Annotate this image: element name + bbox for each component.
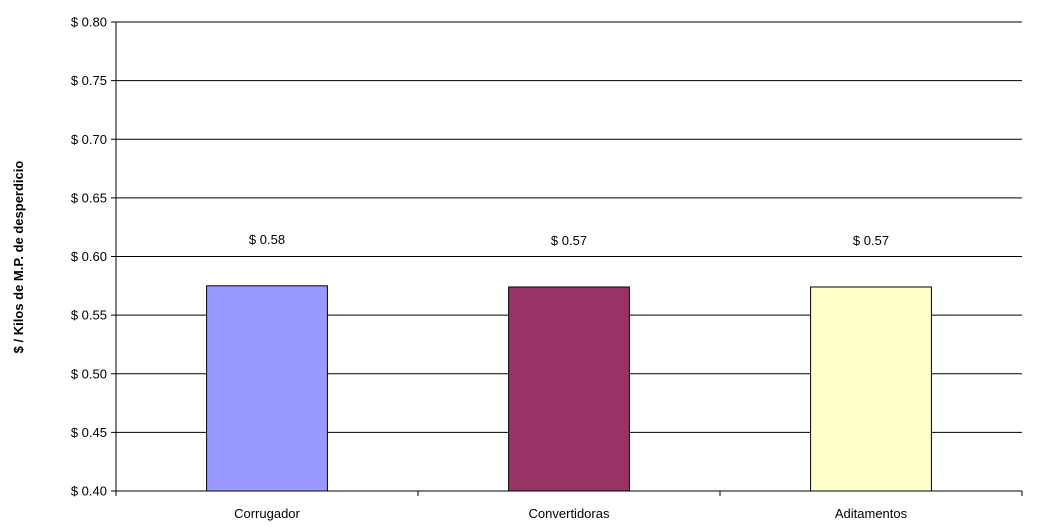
x-category-label: Corrugador: [234, 506, 300, 521]
axes: [111, 21, 1023, 496]
y-tick-label: $ 0.65: [71, 190, 107, 205]
data-label: $ 0.57: [853, 233, 889, 248]
y-tick-label: $ 0.60: [71, 249, 107, 264]
y-tick-label: $ 0.55: [71, 308, 107, 323]
x-category-labels: Corrugador Convertidoras Aditamentos: [234, 506, 908, 521]
y-tick-label: $ 0.40: [71, 484, 107, 499]
x-category-label: Convertidoras: [529, 506, 610, 521]
y-tick-label: $ 0.50: [71, 366, 107, 381]
bar: [508, 286, 630, 492]
data-label: $ 0.58: [249, 232, 285, 247]
y-tick-label: $ 0.45: [71, 425, 107, 440]
y-tick-labels: $ 0.40 $ 0.45 $ 0.50 $ 0.55 $ 0.60 $ 0.65 $ 0.…: [71, 15, 107, 499]
y-axis-label: $ / Kilos de M.P. de desperdicio: [11, 161, 26, 354]
bar: [206, 285, 328, 492]
data-label: $ 0.57: [551, 233, 587, 248]
y-tick-label: $ 0.80: [71, 15, 107, 30]
data-labels: $ 0.58 $ 0.57 $ 0.57: [249, 232, 889, 248]
y-tick-label: $ 0.75: [71, 73, 107, 88]
bar: [810, 286, 932, 492]
bars: [206, 285, 932, 492]
y-tick-label: $ 0.70: [71, 132, 107, 147]
x-category-label: Aditamentos: [835, 506, 908, 521]
